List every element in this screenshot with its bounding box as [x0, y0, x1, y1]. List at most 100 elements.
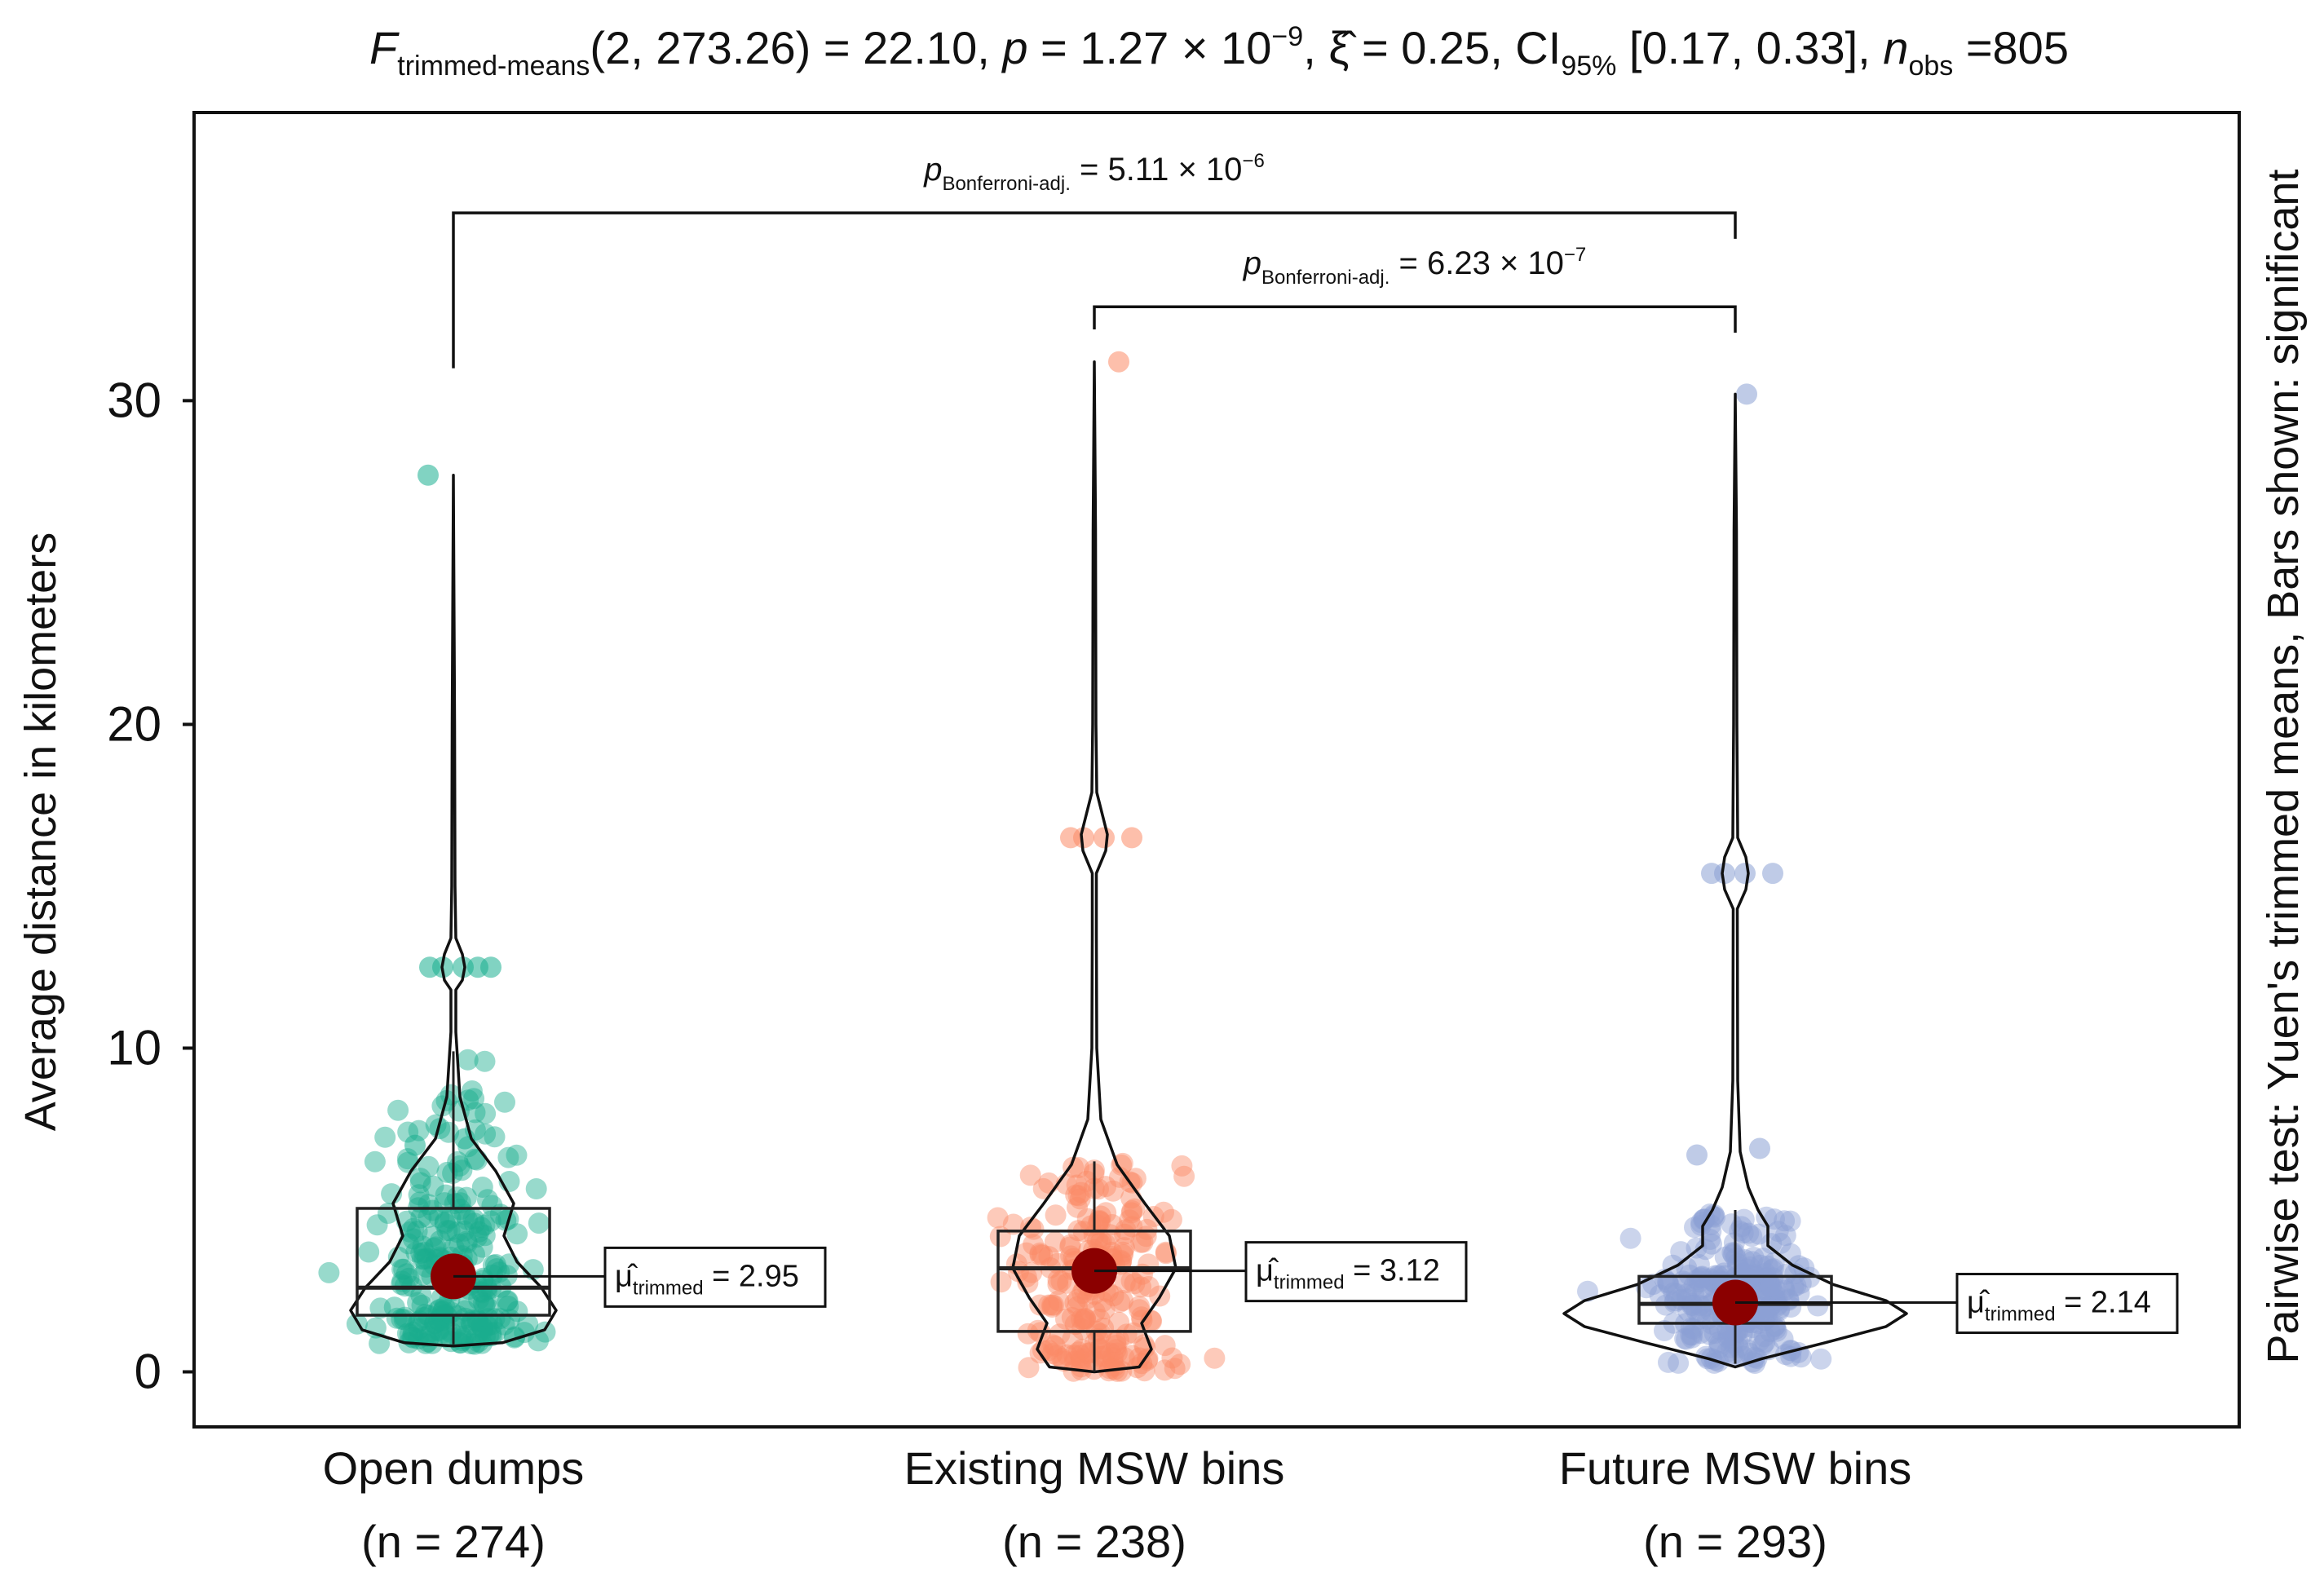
existing_bins-point	[1029, 1242, 1051, 1264]
existing_bins-point	[1067, 1185, 1089, 1207]
existing_bins-point	[1023, 1234, 1045, 1256]
open_dumps-point	[391, 1258, 413, 1280]
open_dumps-point	[506, 1301, 528, 1323]
open_dumps-point	[413, 1248, 435, 1270]
open_dumps-point	[413, 1264, 435, 1286]
existing_bins-point	[1093, 1345, 1115, 1367]
existing_bins-mean-label-box	[1244, 1241, 1468, 1303]
open_dumps-point	[471, 1236, 493, 1258]
open_dumps-point	[446, 1186, 468, 1208]
future_bins-point	[1738, 1222, 1760, 1244]
existing_bins-point	[1044, 1231, 1066, 1253]
future_bins-point	[1688, 1254, 1710, 1275]
future_bins-point	[1767, 1221, 1789, 1243]
y-ticks-layer: 0 10 20 30	[107, 373, 194, 1399]
future_bins-point	[1774, 1225, 1796, 1247]
open_dumps-point	[476, 1315, 498, 1337]
existing_bins-point	[1130, 1231, 1152, 1253]
open_dumps-outlier-point	[467, 956, 488, 978]
future_bins-point	[1695, 1345, 1717, 1367]
existing_bins-point	[1067, 1288, 1089, 1310]
open_dumps-point	[439, 1220, 461, 1242]
future_bins-point	[1674, 1327, 1696, 1349]
existing_bins-point	[1053, 1350, 1075, 1372]
open_dumps-point	[446, 1221, 468, 1243]
existing_bins-point	[1106, 1342, 1128, 1364]
existing_bins-point	[1038, 1340, 1060, 1362]
existing_bins-point	[1059, 1236, 1081, 1258]
open_dumps-point	[440, 1322, 462, 1344]
existing_bins-point	[1102, 1351, 1124, 1373]
future_bins-point	[1680, 1324, 1702, 1346]
future_bins-point	[1708, 1331, 1730, 1353]
open_dumps-point	[464, 1102, 486, 1124]
existing_bins-point	[1089, 1309, 1111, 1330]
existing_bins-point	[1064, 1314, 1086, 1336]
future_bins-point	[1772, 1328, 1794, 1350]
existing_bins-point	[1018, 1357, 1040, 1379]
future_bins-point	[1748, 1331, 1770, 1352]
open_dumps-point	[403, 1217, 425, 1239]
future_bins-point	[1694, 1239, 1716, 1261]
existing_bins-point	[1063, 1360, 1085, 1382]
open_dumps-point	[471, 1177, 493, 1198]
existing_bins-point	[1062, 1328, 1084, 1350]
existing_bins-point	[1015, 1242, 1037, 1264]
open_dumps-point	[412, 1235, 434, 1257]
future_bins-point	[1658, 1274, 1680, 1296]
open_dumps-point	[449, 1332, 471, 1354]
existing_bins-point	[1160, 1208, 1182, 1230]
future_bins-point	[1713, 1262, 1735, 1284]
existing_bins-point	[1102, 1285, 1124, 1307]
future_bins-point	[1752, 1334, 1774, 1356]
future_bins-point	[1765, 1314, 1787, 1336]
existing_bins-point	[1049, 1323, 1071, 1345]
future_bins-point	[1753, 1309, 1775, 1331]
future_bins-point	[1725, 1322, 1747, 1344]
future_bins-point	[1681, 1324, 1703, 1346]
existing_bins-point	[1042, 1334, 1064, 1356]
open_dumps-n-label: (n = 274)	[361, 1516, 546, 1567]
open_dumps-point	[429, 1118, 451, 1140]
future_bins-outlier-point	[1714, 863, 1735, 885]
future_bins-point	[1770, 1232, 1792, 1254]
open_dumps-point	[405, 1241, 427, 1263]
future_bins-point	[1763, 1316, 1785, 1338]
open_dumps-point	[466, 1226, 488, 1248]
future_bins-point	[1774, 1344, 1796, 1366]
future_bins-point	[1780, 1296, 1802, 1318]
existing_bins-point	[1070, 1181, 1092, 1203]
open_dumps-point	[418, 1155, 440, 1177]
existing_bins-point	[1059, 1234, 1081, 1256]
plot-frame	[192, 111, 2241, 1429]
open_dumps-point	[481, 1314, 503, 1336]
existing_bins-point	[1130, 1306, 1152, 1328]
open_dumps-point	[395, 1263, 418, 1285]
open_dumps-point	[418, 1207, 440, 1228]
open_dumps-outlier-point	[418, 464, 439, 486]
open_dumps-point	[472, 1292, 494, 1314]
open_dumps-point	[463, 1212, 485, 1234]
future_bins-outlier-point	[1762, 863, 1783, 885]
open_dumps-point	[413, 1306, 435, 1328]
existing_bins-point	[1050, 1270, 1072, 1292]
existing_bins-point	[1044, 1335, 1066, 1357]
future_bins-point	[1756, 1284, 1778, 1306]
open_dumps-point	[423, 1237, 445, 1259]
existing_bins-violin	[1011, 360, 1177, 1374]
existing_bins-point	[989, 1225, 1011, 1248]
open_dumps-point	[422, 1175, 444, 1197]
existing_bins-point	[1164, 1358, 1186, 1380]
future_bins-point	[1785, 1274, 1807, 1296]
open_dumps-point	[475, 1290, 497, 1312]
existing_bins-point	[1084, 1301, 1106, 1323]
open_dumps-point	[445, 1316, 467, 1338]
open_dumps-point	[413, 1242, 435, 1263]
existing_bins-point	[1108, 1329, 1129, 1351]
future_bins-point	[1754, 1331, 1776, 1354]
existing_bins-point	[1094, 1298, 1116, 1320]
x-labels-layer: Open dumps (n = 274) Existing MSW bins (n =…	[323, 1442, 1912, 1567]
future_bins-point	[1755, 1305, 1777, 1327]
existing_bins-point	[1087, 1328, 1109, 1349]
